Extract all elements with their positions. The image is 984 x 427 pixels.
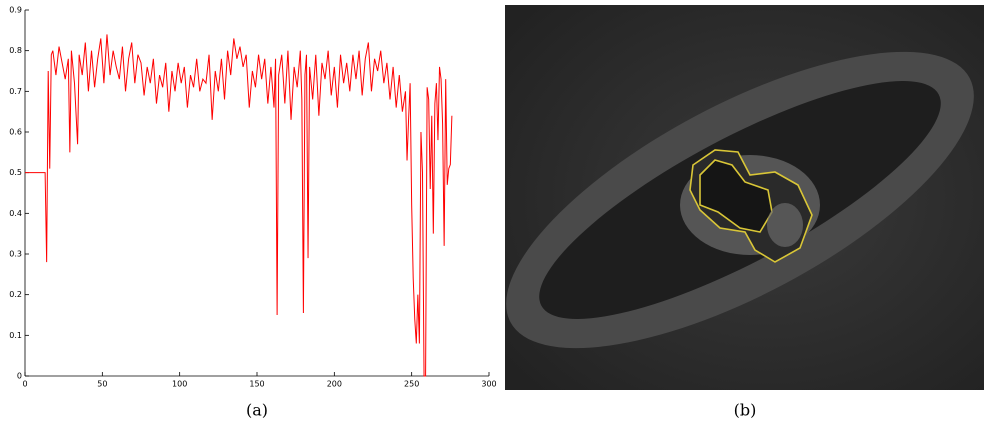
cell-body xyxy=(767,203,803,247)
y-tick-label: 0.5 xyxy=(9,168,22,177)
y-tick-label: 0.6 xyxy=(9,128,22,137)
y-tick-label: 0.2 xyxy=(9,290,22,299)
y-tick-label: 0.8 xyxy=(9,46,22,55)
data-line xyxy=(25,34,453,377)
y-tick-label: 0.3 xyxy=(9,250,22,259)
x-tick-label: 50 xyxy=(97,380,107,389)
x-tick-label: 300 xyxy=(481,380,496,389)
x-tick-label: 150 xyxy=(249,380,264,389)
y-tick-label: 0.9 xyxy=(9,6,22,15)
y-tick-label: 0.7 xyxy=(9,87,22,96)
caption: (a) xyxy=(246,401,268,420)
y-tick-label: 0.1 xyxy=(9,331,22,340)
microscopy-image xyxy=(505,5,984,390)
x-tick-label: 250 xyxy=(404,380,419,389)
x-tick-label: 100 xyxy=(172,380,187,389)
caption: (b) xyxy=(734,401,757,420)
x-tick-label: 200 xyxy=(327,380,342,389)
x-tick-label: 0 xyxy=(22,380,27,389)
y-tick-label: 0 xyxy=(17,372,22,381)
y-tick-label: 0.4 xyxy=(9,209,22,218)
